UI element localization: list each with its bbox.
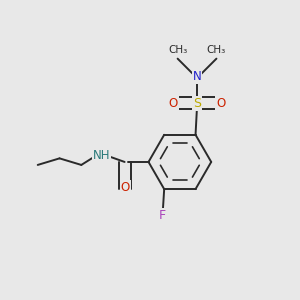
Text: CH₃: CH₃ <box>168 45 187 55</box>
Text: CH₃: CH₃ <box>207 45 226 55</box>
Text: N: N <box>193 70 201 83</box>
Text: O: O <box>121 181 130 194</box>
Text: F: F <box>159 209 166 223</box>
Text: S: S <box>193 97 201 110</box>
Text: O: O <box>169 97 178 110</box>
Text: NH: NH <box>93 149 110 162</box>
Text: O: O <box>216 97 226 110</box>
